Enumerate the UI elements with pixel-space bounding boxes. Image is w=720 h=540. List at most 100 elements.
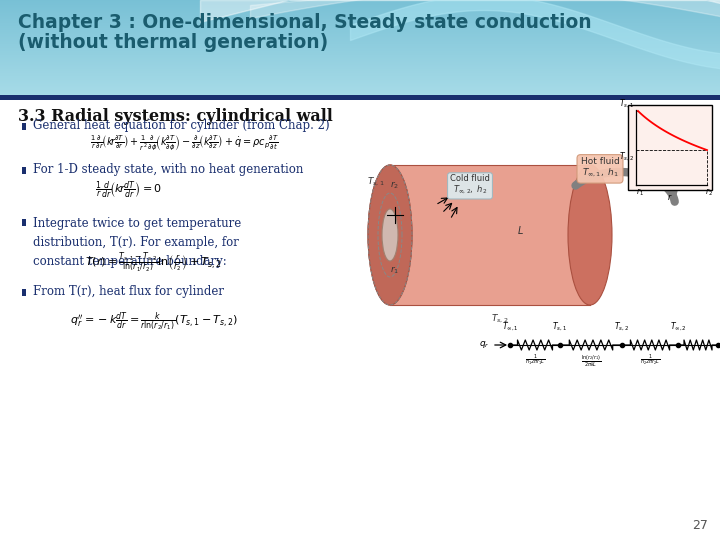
Text: Chapter 3 : One-dimensional, Steady state conduction: Chapter 3 : One-dimensional, Steady stat… [18,13,592,32]
Bar [0,79,720,80]
Bar [0,46,720,47]
Bar [0,32,720,33]
Bar [0,100,720,540]
Bar [0,70,720,71]
Text: $q_r$: $q_r$ [480,340,490,350]
Bar [0,41,720,42]
Bar [0,20,720,21]
Bar [0,42,720,43]
Text: For 1-D steady state, with no heat generation: For 1-D steady state, with no heat gener… [33,164,303,177]
Bar [0,89,720,90]
Bar [0,34,720,35]
Bar [0,31,720,32]
Text: 27: 27 [692,519,708,532]
Bar [0,72,720,73]
Bar [0,26,720,27]
Text: $L$: $L$ [516,224,523,236]
Bar [0,93,720,94]
Bar [0,77,720,78]
Bar [0,71,720,72]
Bar [0,81,720,82]
Bar [0,22,720,23]
Bar [22,219,26,226]
Text: (without thermal generation): (without thermal generation) [18,33,328,52]
Bar [0,3,720,4]
Bar [0,80,720,81]
Bar [0,33,720,34]
Bar [22,288,26,295]
Text: Integrate twice to get temperature
distribution, T(r). For example, for
constant: Integrate twice to get temperature distr… [33,217,241,268]
FancyBboxPatch shape [390,165,590,305]
Text: $r_1$: $r_1$ [636,187,644,199]
Bar [0,96,720,97]
Ellipse shape [568,165,612,305]
Text: $r_2$: $r_2$ [390,179,400,191]
Bar [0,90,720,91]
Bar [0,73,720,74]
Bar [0,53,720,54]
Bar [0,21,720,22]
Bar [0,86,720,87]
Text: $T_{\infty,2}$: $T_{\infty,2}$ [670,321,686,333]
Bar [0,54,720,55]
Bar [0,18,720,19]
Bar [22,123,26,130]
Bar [0,60,720,61]
Bar [0,25,720,26]
Bar [0,97,720,98]
Ellipse shape [382,209,398,261]
Bar [0,38,720,39]
Bar [0,35,720,36]
Bar [0,9,720,10]
Bar [0,85,720,86]
Text: $\frac{1}{r}\frac{d}{dr}\!\left(k\!r\frac{dT}{dr}\right)=0$: $\frac{1}{r}\frac{d}{dr}\!\left(k\!r\fra… [95,179,162,200]
Bar [0,95,720,96]
Bar [0,59,720,60]
Text: $\frac{\ln(r_2/r_1)}{2\pi kL}$: $\frac{\ln(r_2/r_1)}{2\pi kL}$ [581,353,601,369]
Bar [0,95,720,100]
Bar [0,62,720,63]
Bar [0,74,720,75]
Bar [0,43,720,44]
Bar [0,51,720,52]
Text: $T(r)=\frac{T_{s,1}-T_{s,2}}{\ln(r_1/r_2)}\ln\!\left(\frac{r}{r_2}\right)+T_{s,2: $T(r)=\frac{T_{s,1}-T_{s,2}}{\ln(r_1/r_2… [85,251,222,275]
Bar [0,29,720,30]
Bar [0,55,720,56]
Bar [0,4,720,5]
Bar [0,57,720,58]
Bar [0,7,720,8]
Text: Hot fluid
$T_{\infty,1},\ h_1$: Hot fluid $T_{\infty,1},\ h_1$ [580,157,619,179]
Bar [0,23,720,24]
Bar [0,12,720,13]
Text: General heat equation for cylinder (from Chap. 2): General heat equation for cylinder (from… [33,119,330,132]
Bar [0,76,720,77]
Bar [0,91,720,92]
Bar [0,24,720,25]
Text: $q_r''=-k\frac{dT}{dr}=\frac{k}{r\ln(r_2/r_1)}\left(T_{s,1}-T_{s,2}\right)$: $q_r''=-k\frac{dT}{dr}=\frac{k}{r\ln(r_2… [70,310,238,333]
Ellipse shape [368,165,412,305]
Bar [0,37,720,38]
Bar [0,99,720,100]
Ellipse shape [368,165,412,305]
Bar [0,39,720,40]
Bar [0,69,720,70]
Bar [0,58,720,59]
Bar [0,83,720,84]
Bar [0,75,720,76]
Text: Cold fluid
$T_{\infty,2},\ h_2$: Cold fluid $T_{\infty,2},\ h_2$ [450,173,490,197]
Text: $T_{s,2}$: $T_{s,2}$ [614,321,629,333]
Bar [0,30,720,31]
Bar [0,10,720,11]
Bar [0,63,720,64]
Bar [0,66,720,67]
Text: $T_{s,1}$: $T_{s,1}$ [367,176,385,188]
Bar [0,84,720,85]
Bar [0,28,720,29]
Bar [0,14,720,15]
Bar [0,67,720,68]
Text: $T_{s,1}$: $T_{s,1}$ [619,98,634,110]
Text: 3.3 Radial systems: cylindrical wall: 3.3 Radial systems: cylindrical wall [18,108,333,125]
Bar [0,6,720,7]
Bar [0,68,720,69]
Bar [628,105,712,190]
